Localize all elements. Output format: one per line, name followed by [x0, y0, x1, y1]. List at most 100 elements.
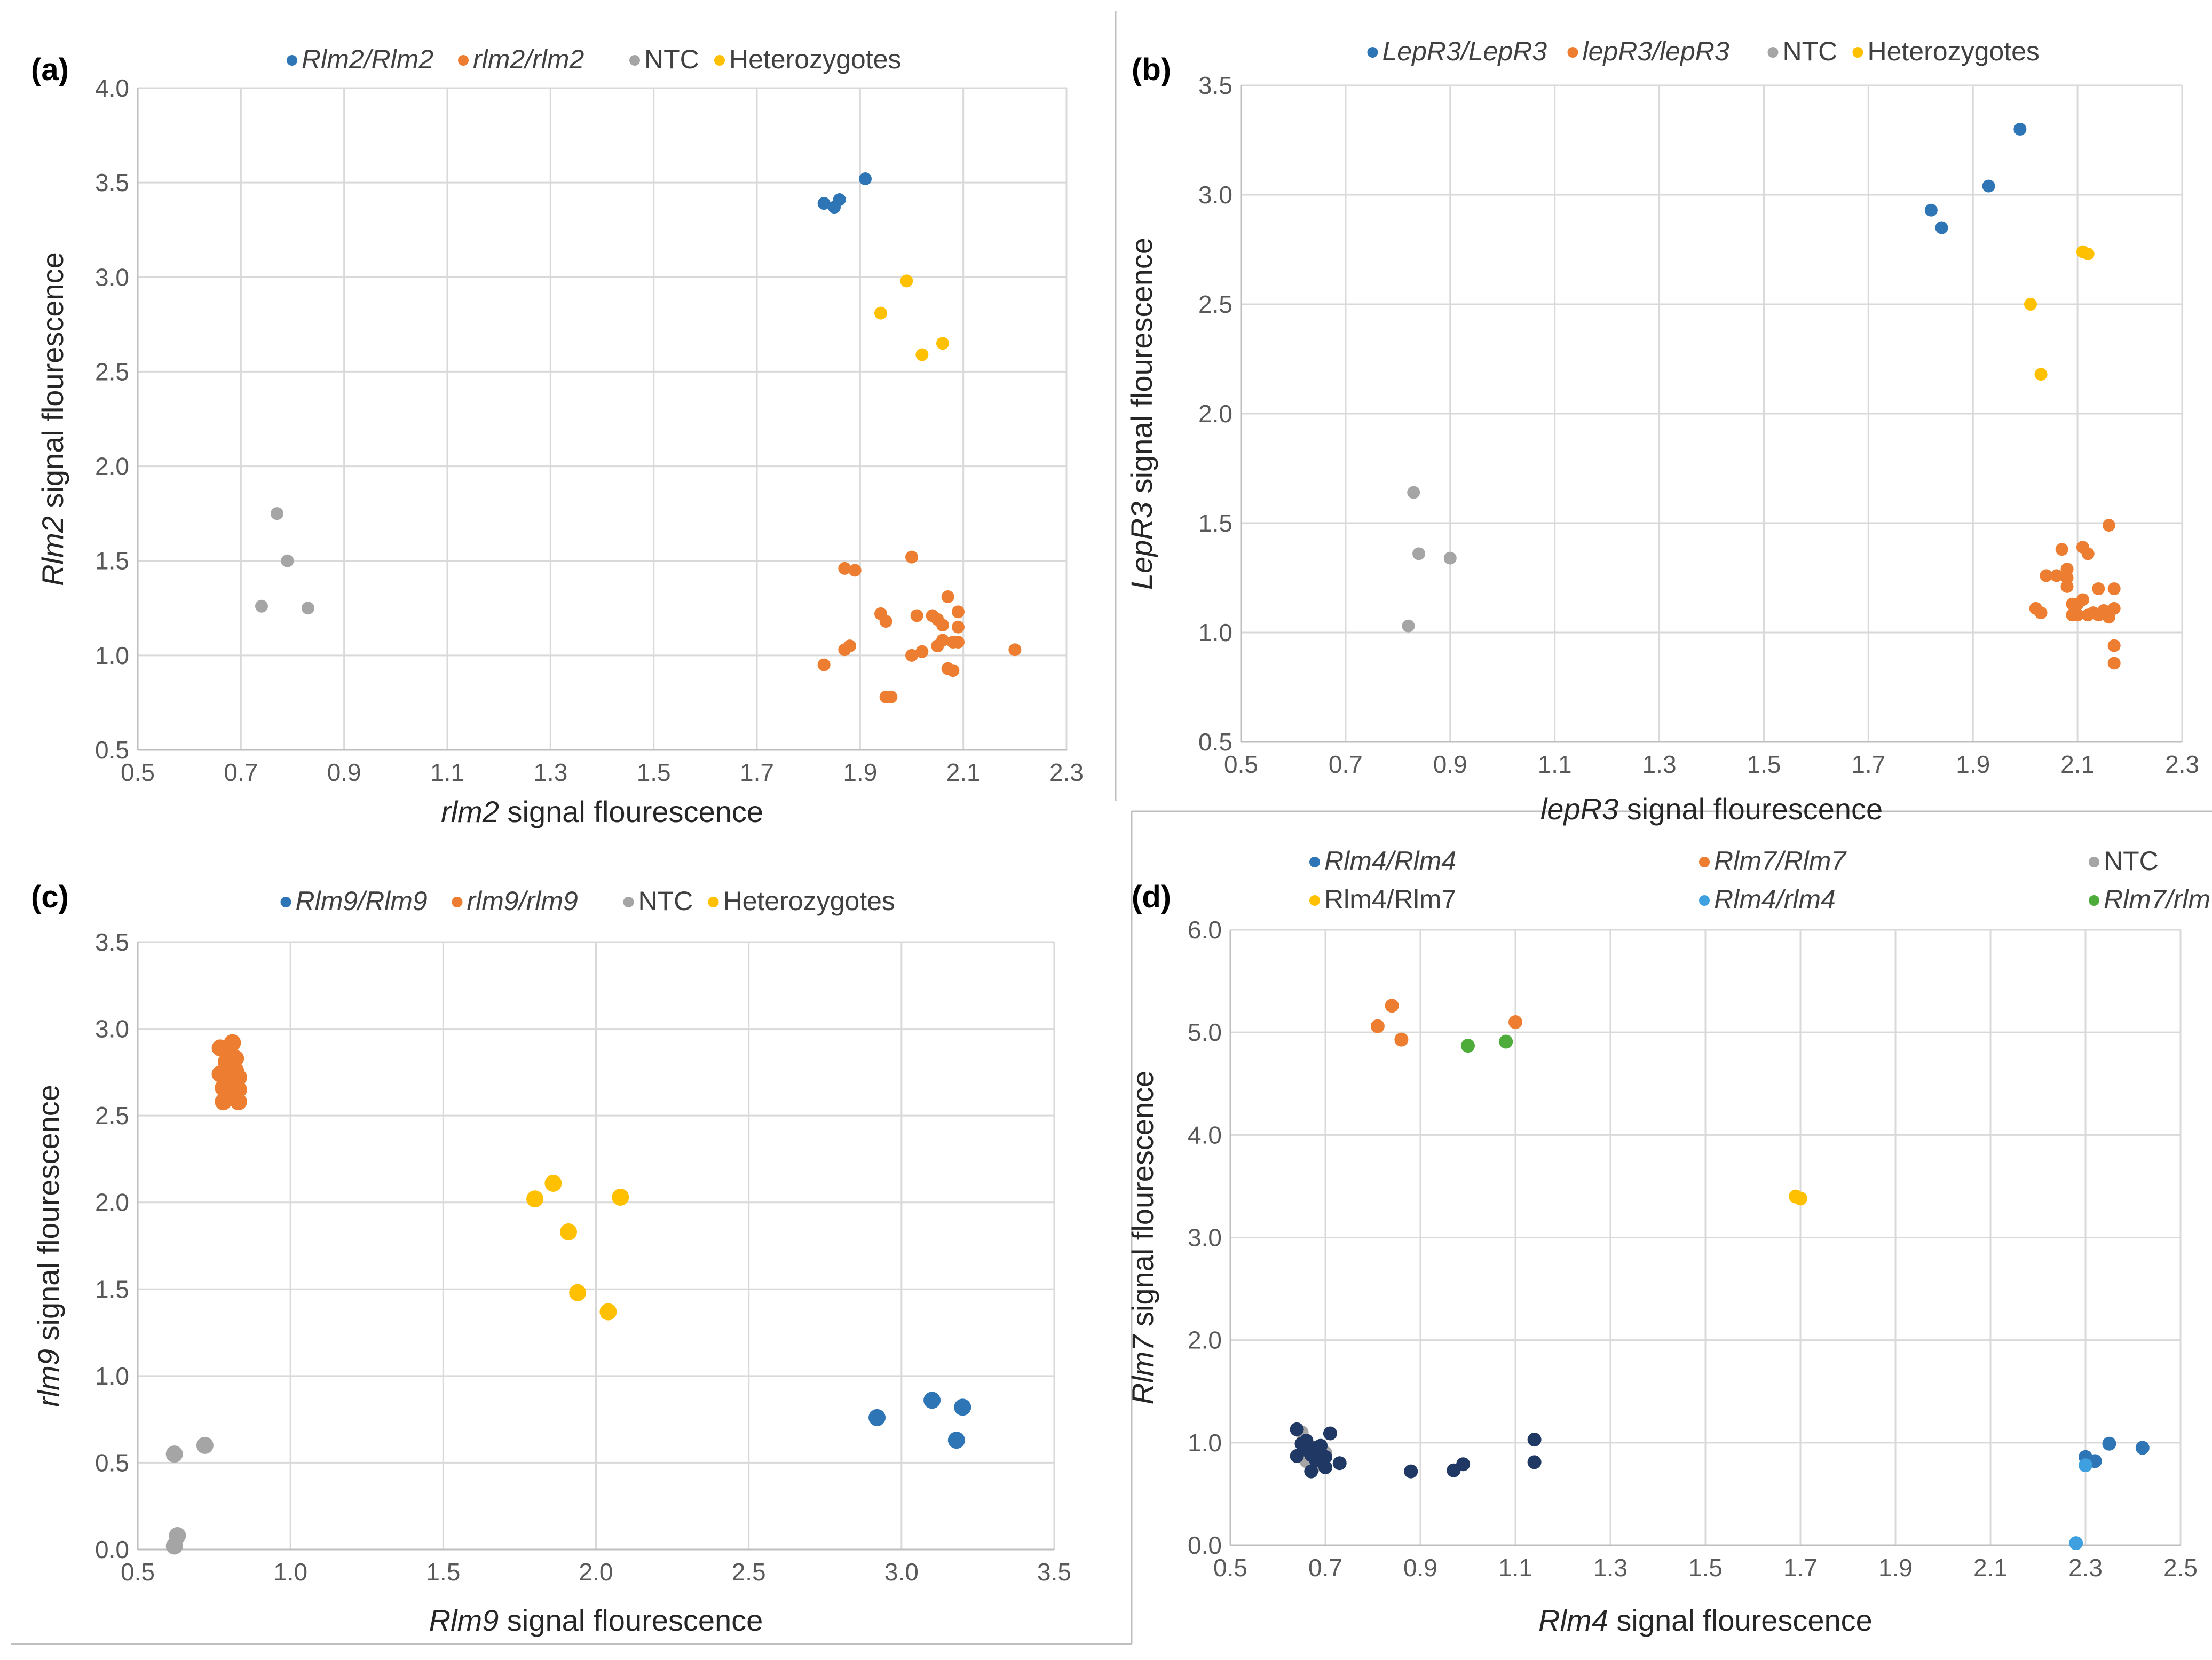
panel-b-series-1-point-2	[2040, 569, 2053, 582]
panel-b-series-2-point-2	[1412, 547, 1426, 560]
panel-a-legend-label-3: Heterozygotes	[729, 44, 901, 74]
panel-b-series-3-point-1	[2034, 368, 2048, 381]
panel-d-y-tick-4: 4.0	[1188, 1121, 1222, 1149]
panel-b-x-tick-7: 1.9	[1956, 750, 1990, 778]
panel-b-series-0-point-3	[2013, 123, 2027, 136]
panel-c-series-1-point-13	[227, 1049, 244, 1067]
panel-d-legend-marker-0	[1309, 857, 1320, 867]
panel-d-x-axis-title-part-1: signal flourescence	[1608, 1603, 1873, 1637]
panel-a: 0.5 0.7 0.9 1.1 1.3 1.5 1.7 1.9 2.1 2.3 0.5 1.0 1.5 2…	[31, 44, 1084, 828]
panel-c-series-0-point-2	[947, 1432, 965, 1449]
panel-d-legend-label-1: Rlm7/Rlm7	[1714, 846, 1847, 876]
panel-d-y-tick-6: 6.0	[1188, 916, 1222, 944]
panel-d-y-axis-title-part-1: signal flourescence	[1126, 1071, 1159, 1335]
panel-a-series-1-point-25	[1008, 643, 1022, 657]
panel-d-series-0-point-3	[2135, 1441, 2150, 1455]
panel-a-series-1-point-18	[941, 590, 954, 604]
panel-d-series-6-point-0	[1290, 1422, 1304, 1436]
panel-a-legend-marker-0	[287, 55, 297, 66]
panel-b-legend-marker-2	[1767, 47, 1779, 58]
panel-d-x-tick-10: 2.5	[2163, 1554, 2198, 1582]
panel-d-legend-marker-4	[1699, 895, 1710, 906]
panel-d-series-5-point-0	[1461, 1039, 1475, 1053]
panel-c-y-tick-5: 2.5	[95, 1102, 129, 1129]
panel-c-series-3-point-3	[569, 1284, 587, 1301]
panel-b-legend-label-3: Heterozygotes	[1868, 36, 2040, 66]
panel-d-series-1-point-2	[1394, 1032, 1409, 1047]
panel-b-legend-marker-1	[1567, 47, 1578, 58]
panel-c-series-0-point-0	[868, 1409, 886, 1426]
panel-d-x-tick-6: 1.7	[1783, 1554, 1818, 1582]
panel-b-legend-label-0: LepR3/LepR3	[1382, 36, 1547, 66]
panel-b-legend-marker-0	[1367, 47, 1378, 58]
panel-a-series-2-point-1	[271, 507, 283, 520]
panel-d-series-6-point-18	[1527, 1433, 1542, 1447]
panel-b-y-axis-title-part-1: signal flourescence	[1125, 238, 1158, 502]
panel-d-series-4-point-1	[2079, 1458, 2092, 1473]
panel-c-series-1-point-9	[224, 1034, 241, 1052]
panel-b-series-1-point-25	[2107, 657, 2121, 670]
panel-c-series-2-point-0	[165, 1445, 183, 1463]
panel-b-x-tick-6: 1.7	[1851, 750, 1885, 778]
panel-a-series-1-point-23	[952, 620, 965, 634]
panel-c-legend-marker-3	[708, 897, 719, 907]
panel-d-series-1-point-1	[1385, 999, 1399, 1013]
panel-a-series-1-point-11	[910, 609, 923, 622]
panel-b-series-1-point-4	[2055, 543, 2068, 556]
panel-c-series-3-point-2	[559, 1223, 577, 1240]
panel-c-y-tick-6: 3.0	[95, 1015, 129, 1043]
panel-c-x-tick-1: 1.0	[273, 1558, 307, 1586]
panel-d-series-6-point-4	[1299, 1433, 1314, 1448]
panel-d-x-tick-0: 0.5	[1213, 1554, 1247, 1582]
panel-d-series-6-point-17	[1456, 1457, 1471, 1472]
panel-b-series-2-point-1	[1407, 486, 1420, 499]
panel-b-y-tick-6: 3.5	[1198, 72, 1233, 99]
panel-a-series-1-point-16	[936, 619, 949, 632]
panel-a-x-tick-6: 1.7	[740, 758, 774, 786]
panel-d-x-tick-5: 1.5	[1688, 1554, 1723, 1582]
panel-c-y-axis-title: rlm9 signal flourescence	[31, 1085, 65, 1407]
panel-a-y-tick-2: 1.5	[95, 547, 129, 575]
panel-a-x-axis-title-part-0: rlm2	[441, 795, 499, 828]
panel-a-y-tick-6: 3.5	[95, 169, 129, 196]
panel-a-legend-marker-1	[458, 55, 469, 66]
panel-c-x-tick-6: 3.5	[1037, 1558, 1071, 1586]
panel-b-x-axis-title: lepR3 signal flourescence	[1540, 792, 1883, 826]
panel-a-x-tick-1: 0.7	[224, 758, 258, 786]
panel-c-x-axis-title: Rlm9 signal flourescence	[429, 1603, 763, 1637]
panel-a-series-2-point-3	[302, 602, 314, 615]
panel-a-series-1-point-2	[843, 639, 856, 653]
panel-b-series-1-point-1	[2034, 606, 2048, 620]
panel-a-series-1-point-4	[848, 564, 862, 577]
panel-b-x-axis-title-part-0: lepR3	[1540, 792, 1618, 826]
panel-b-series-1-point-5	[2060, 563, 2074, 576]
panel-d-series-1-point-0	[1370, 1019, 1385, 1033]
panel-c-series-2-point-3	[196, 1436, 214, 1454]
panel-b-y-axis-title: LepR3 signal flourescence	[1125, 238, 1158, 590]
panel-a-x-axis-title-part-1: signal flourescence	[499, 795, 763, 828]
panel-c-x-tick-5: 3.0	[884, 1558, 919, 1586]
panel-a-series-0-point-3	[859, 172, 872, 186]
panel-d-x-tick-4: 1.3	[1593, 1554, 1628, 1582]
panel-c-y-axis-title-part-1: signal flourescence	[31, 1085, 65, 1349]
panel-b-legend-label-2: NTC	[1783, 36, 1838, 66]
panel-d-series-5-point-1	[1499, 1034, 1513, 1049]
panel-a-x-tick-7: 1.9	[843, 758, 877, 786]
panel-a-legend-marker-2	[629, 55, 640, 66]
panel-a-x-tick-9: 2.3	[1049, 758, 1084, 786]
panel-c-legend-label-2: NTC	[638, 886, 693, 916]
panel-b-y-tick-1: 1.0	[1198, 619, 1233, 646]
panel-a-series-3-point-1	[900, 274, 913, 288]
panel-b-x-tick-8: 2.1	[2060, 750, 2095, 778]
panel-d-y-axis-title: Rlm7 signal flourescence	[1126, 1071, 1159, 1405]
panel-c-series-3-point-0	[526, 1190, 544, 1208]
panel-c-series-1-point-15	[230, 1081, 247, 1098]
panel-a-y-axis-title-part-1: signal flourescence	[36, 252, 69, 516]
panel-b-legend-label-1: lepR3/lepR3	[1583, 36, 1729, 66]
panel-a-series-1-point-10	[905, 649, 918, 662]
panel-d-series-1-point-3	[1508, 1015, 1522, 1029]
panel-a-x-tick-0: 0.5	[121, 758, 155, 786]
panel-b-series-3-point-0	[2024, 298, 2037, 311]
panel-c-x-tick-2: 1.5	[426, 1558, 460, 1586]
panel-b-series-1-point-17	[2092, 582, 2105, 595]
